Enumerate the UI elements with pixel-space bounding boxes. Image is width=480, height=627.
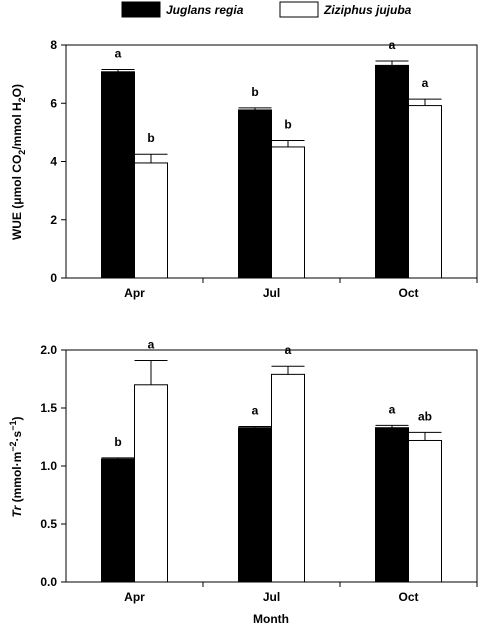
y-tick-label: 8: [50, 38, 57, 52]
y-axis-label-wue: WUE (μmol CO2/mmol H2O): [10, 84, 27, 240]
x-tick-label: Apr: [124, 590, 145, 604]
bar: [271, 146, 305, 279]
y-tick-label: 6: [50, 96, 57, 110]
bar: [375, 427, 409, 583]
significance-letter: b: [251, 85, 258, 99]
y-tick-label: 0.0: [40, 575, 57, 589]
bar: [134, 384, 168, 583]
y-axis-label-tr: Tr (mmol·m−2·s−1): [8, 417, 24, 518]
significance-letter: a: [252, 404, 259, 418]
x-tick-label: Oct: [398, 590, 418, 604]
y-tick-label: 2: [50, 213, 57, 227]
bar: [238, 427, 272, 583]
significance-letter: a: [422, 76, 429, 90]
x-tick-label: Oct: [398, 286, 418, 300]
significance-letter: a: [389, 402, 396, 416]
panel-wue: WUE (μmol CO2/mmol H2O) 0 2 4 6 8 Apr Jul Oct a b…: [10, 38, 478, 300]
y-tick-label: 2.0: [40, 343, 57, 357]
bar: [408, 105, 442, 279]
bar: [101, 71, 135, 279]
y-tick-label: 0: [50, 271, 57, 285]
significance-letter: a: [285, 343, 292, 357]
panel-tr: Tr (mmol·m−2·s−1) 0.0 0.5 1.0 1.5 2.0 Apr Jul O…: [8, 337, 478, 604]
x-axis-label: Month: [253, 612, 289, 626]
significance-letter: a: [389, 38, 396, 52]
legend-swatch-ziziphus: [279, 1, 319, 18]
x-tick-label: Jul: [263, 286, 280, 300]
y-tick-label: 1.5: [40, 401, 57, 415]
bar: [101, 458, 135, 583]
legend-swatch-juglans: [121, 1, 161, 18]
legend-label-ziziphus: Ziziphus jujuba: [323, 3, 412, 17]
y-tick-label: 0.5: [40, 517, 57, 531]
y-tick-label: 1.0: [40, 459, 57, 473]
bar: [375, 64, 409, 279]
legend-label-juglans: Juglans regia: [166, 3, 244, 17]
significance-letter: b: [147, 131, 154, 145]
significance-letter: a: [148, 337, 155, 351]
significance-letter: a: [115, 46, 122, 60]
x-tick-label: Apr: [124, 286, 145, 300]
y-tick-label: 4: [50, 155, 57, 169]
bar: [408, 439, 442, 583]
legend: Juglans regia Ziziphus jujuba: [121, 1, 412, 18]
significance-letter: b: [114, 435, 121, 449]
x-tick-label: Jul: [263, 590, 280, 604]
bar: [271, 373, 305, 583]
bar: [238, 109, 272, 279]
significance-letter: b: [284, 118, 291, 132]
significance-letter: ab: [418, 409, 432, 423]
bar: [134, 162, 168, 279]
